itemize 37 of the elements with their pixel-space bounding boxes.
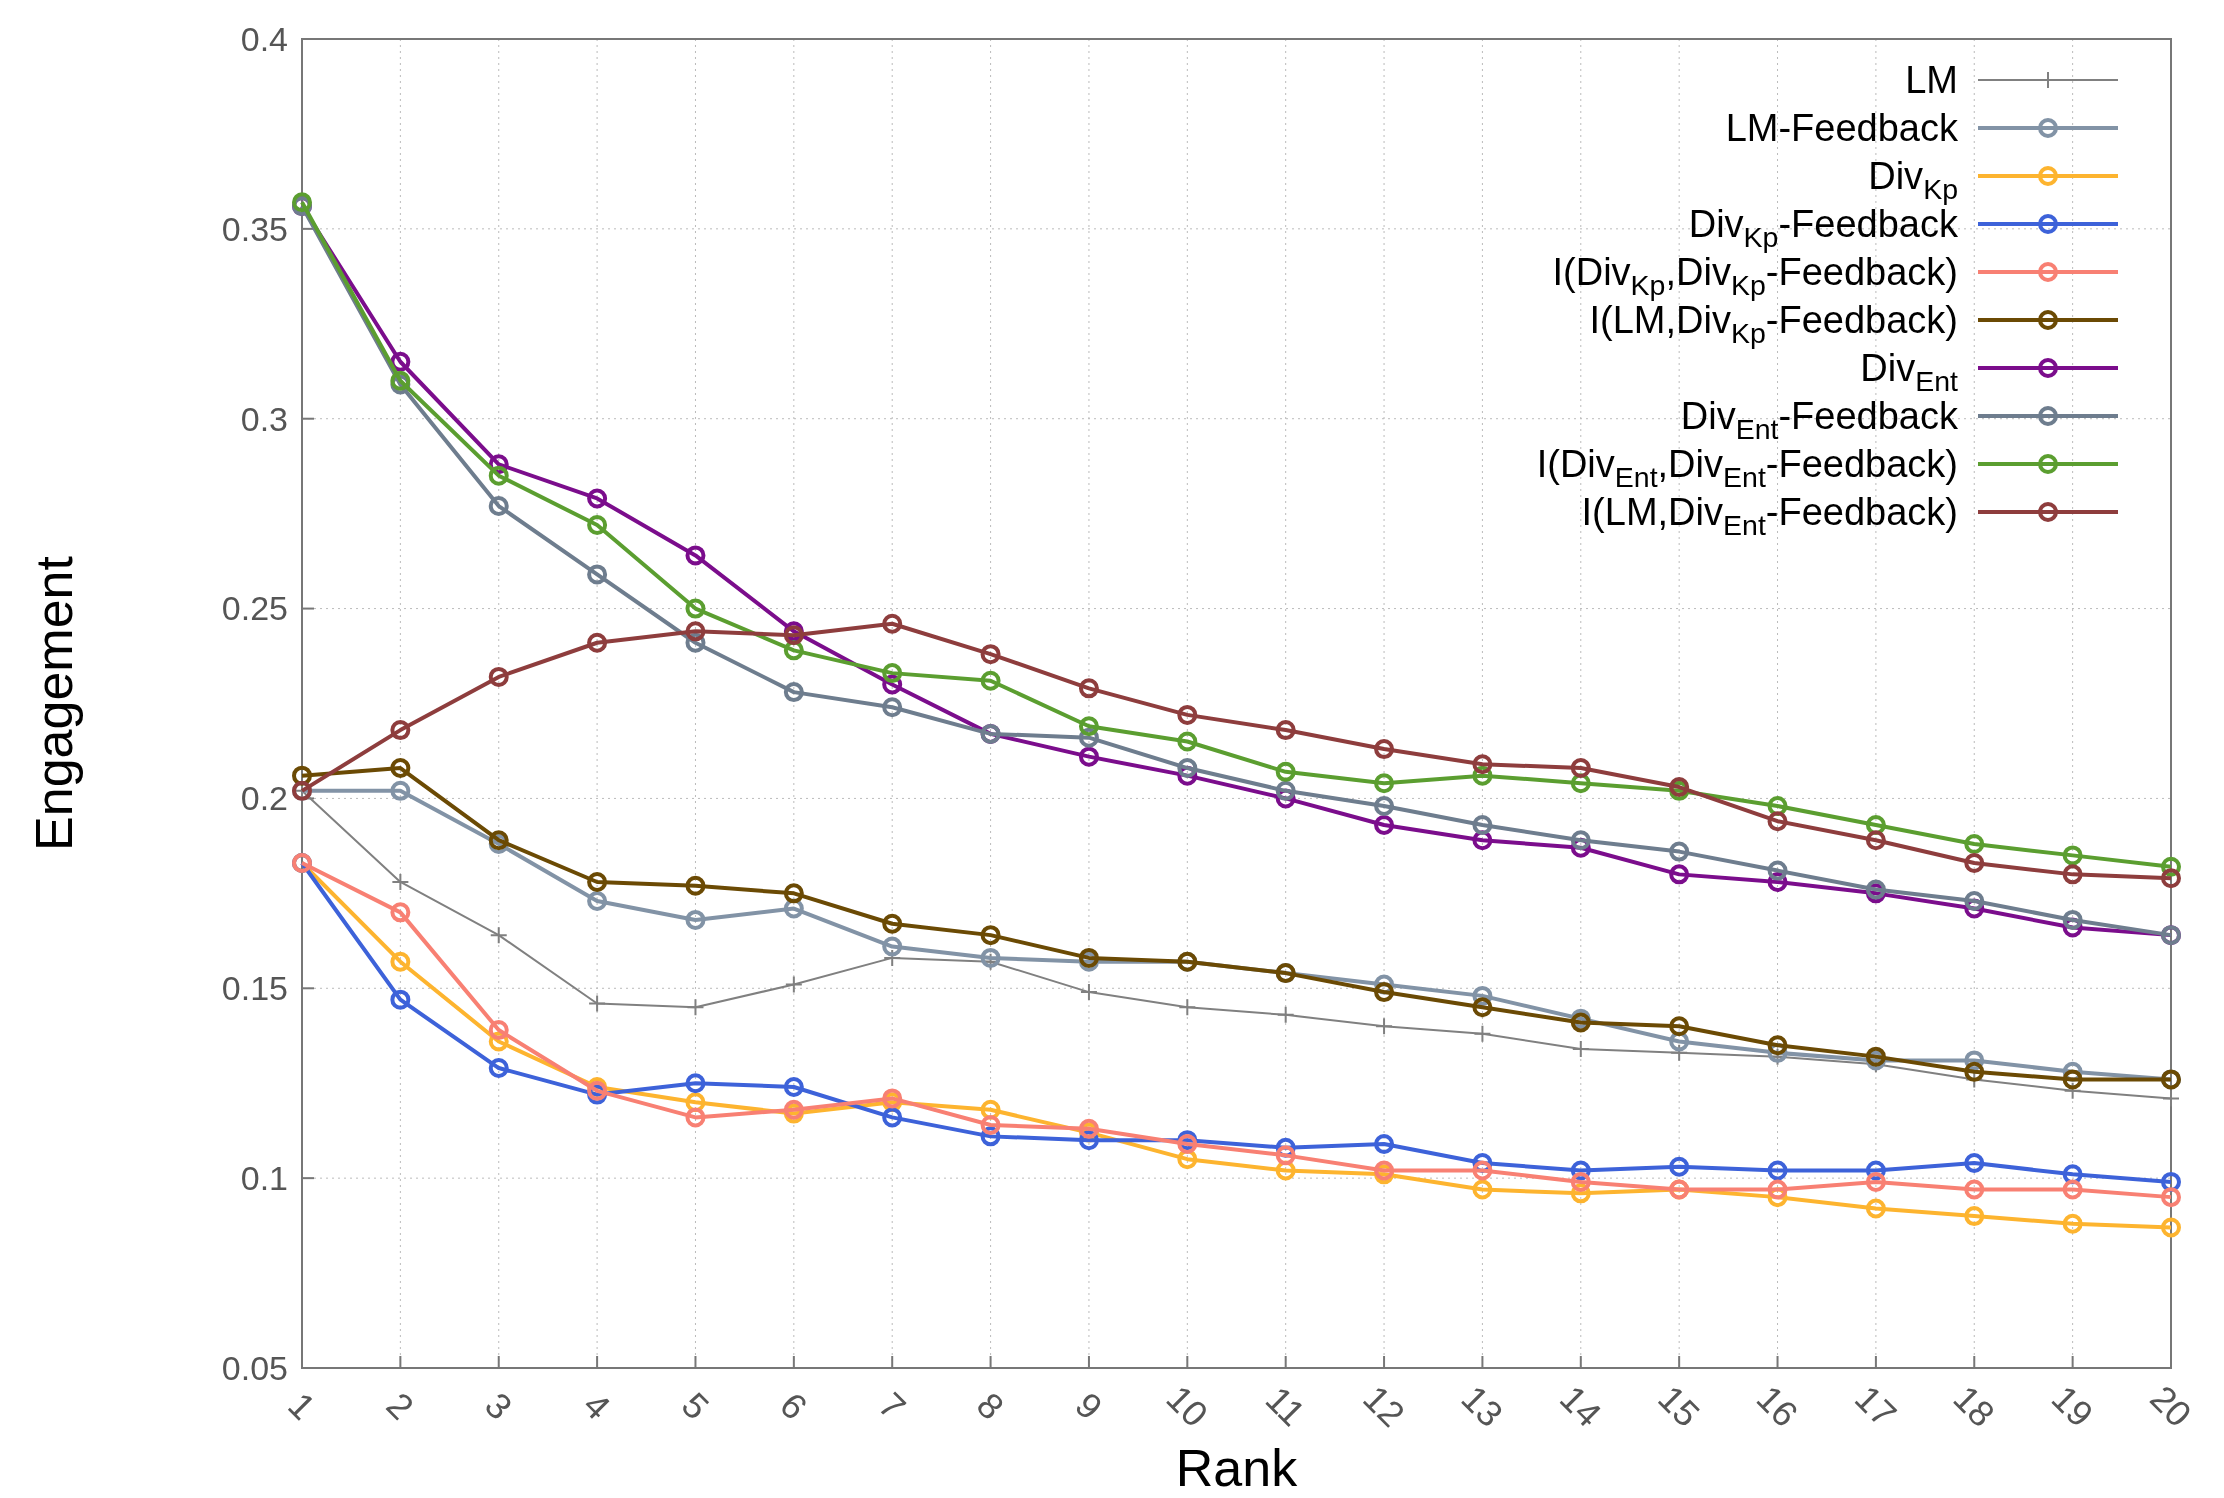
x-tick-label: 3 xyxy=(477,1384,521,1428)
x-tick-label: 14 xyxy=(1552,1377,1610,1435)
x-tick-label: 17 xyxy=(1847,1377,1905,1435)
x-tick-label: 13 xyxy=(1453,1377,1511,1435)
legend-label: LM-Feedback xyxy=(1725,107,1959,150)
y-tick-label: 0.15 xyxy=(221,969,288,1008)
x-axis-title: Rank xyxy=(1175,1439,1299,1497)
x-tick-label: 18 xyxy=(1945,1377,2003,1435)
x-tick-label: 16 xyxy=(1748,1377,1807,1435)
y-tick-label: 0.05 xyxy=(221,1348,288,1387)
legend-label: LM xyxy=(1905,59,1958,102)
x-tick-label: 11 xyxy=(1257,1378,1314,1434)
y-tick-label: 0.25 xyxy=(221,589,288,628)
y-tick-label: 0.35 xyxy=(221,209,288,248)
legend-label: Div$_{Ent}$-Feedback xyxy=(1680,395,1959,446)
x-tick-label: 4 xyxy=(575,1384,619,1428)
x-tick-label: 10 xyxy=(1158,1377,1216,1435)
x-tick-label: 6 xyxy=(772,1384,816,1428)
x-tick-label: 2 xyxy=(378,1384,422,1428)
y-tick-label: 0.1 xyxy=(240,1159,288,1198)
legend-label: Div$_{Ent}$ xyxy=(1860,347,1959,398)
x-tick-label: 5 xyxy=(673,1384,717,1428)
x-tick-label: 1 xyxy=(280,1384,324,1428)
legend-label: Div$_{Kp}$ xyxy=(1868,155,1958,206)
y-tick-label: 0.2 xyxy=(240,779,288,818)
x-tick-label: 9 xyxy=(1067,1384,1111,1428)
y-axis-title: Engagement xyxy=(25,555,83,851)
legend-label: I(LM,Div$_{Ent}$-Feedback) xyxy=(1581,491,1958,542)
legend-label: I(Div$_{Ent}$,Div$_{Ent}$-Feedback) xyxy=(1536,443,1958,494)
x-tick-label: 15 xyxy=(1650,1377,1708,1435)
x-tick-label: 19 xyxy=(2043,1377,2102,1435)
x-tick-label: 20 xyxy=(2142,1377,2200,1435)
x-tick-label: 7 xyxy=(870,1384,914,1428)
y-tick-label: 0.3 xyxy=(240,399,288,438)
x-tick-label: 8 xyxy=(968,1384,1013,1428)
y-tick-label: 0.4 xyxy=(240,19,288,58)
x-tick-label: 12 xyxy=(1355,1377,1413,1435)
